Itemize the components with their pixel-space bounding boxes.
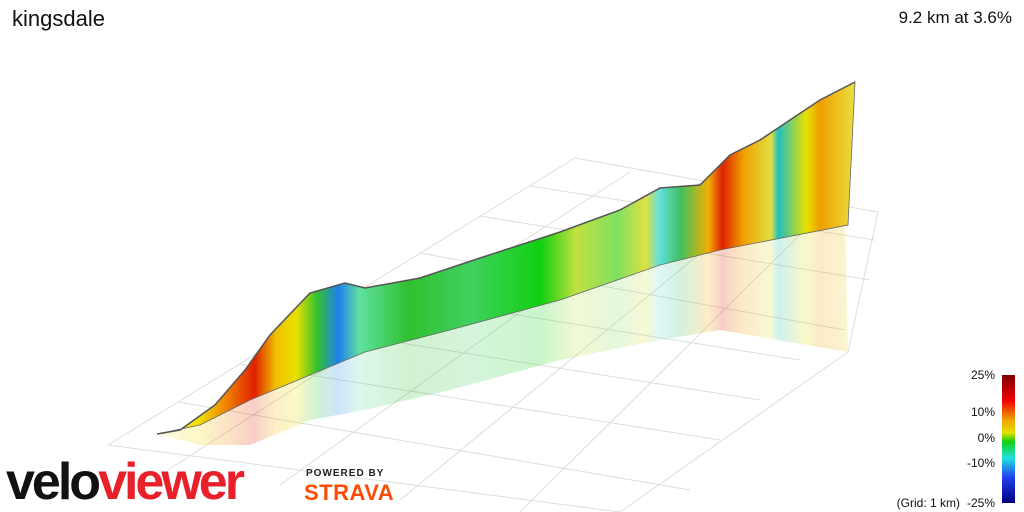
logo: veloviewer [6, 452, 245, 512]
elevation-line [156, 81, 856, 435]
legend-label: -10% [966, 456, 995, 470]
reflection [157, 225, 848, 445]
title: kingsdale [12, 6, 105, 31]
legend-label: 10% [970, 405, 995, 419]
legend-label: 25% [970, 368, 995, 382]
stats: 9.2 km at 3.6% [898, 8, 1012, 27]
legend-label: 0% [977, 431, 995, 445]
legend-label: -25% [966, 496, 995, 510]
logo-part: velo [6, 453, 101, 511]
grid-note: (Grid: 1 km) [896, 496, 960, 510]
powered-by: POWERED BY [306, 468, 385, 479]
strava-logo: STRAVA [304, 480, 395, 505]
logo-part: viewer [98, 453, 245, 511]
color-bar [1002, 375, 1015, 503]
